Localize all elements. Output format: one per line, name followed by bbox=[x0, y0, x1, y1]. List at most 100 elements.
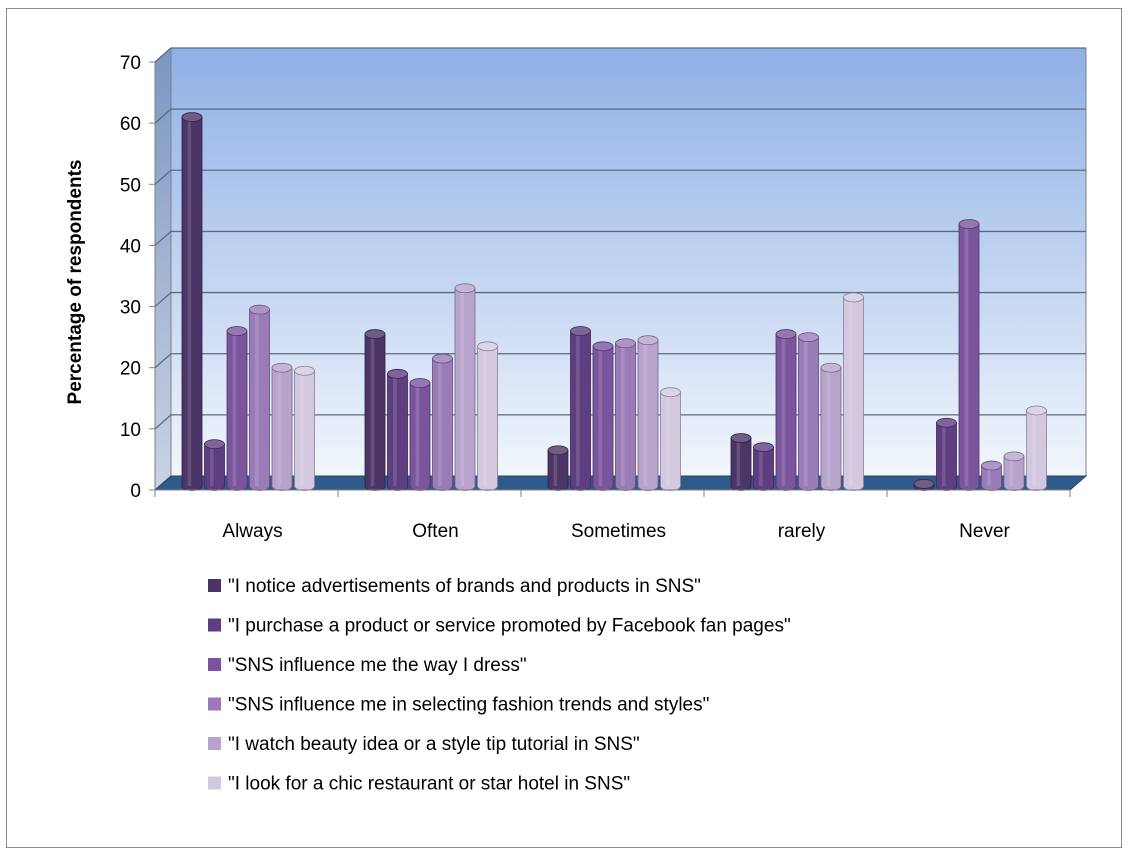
bar-body bbox=[294, 370, 315, 491]
bar-body bbox=[958, 223, 980, 491]
bar-cap bbox=[981, 460, 1002, 471]
bar bbox=[660, 387, 681, 491]
y-tick-label: 20 bbox=[120, 359, 141, 380]
legend-swatch bbox=[208, 737, 221, 750]
bar-cap bbox=[387, 368, 408, 379]
bar-highlight bbox=[1009, 458, 1014, 486]
gridline bbox=[154, 291, 1086, 308]
x-category-label: Always bbox=[222, 521, 282, 542]
bar bbox=[798, 332, 819, 491]
bar-highlight bbox=[964, 226, 969, 486]
bar-cap bbox=[753, 442, 774, 453]
bar-cap bbox=[637, 335, 659, 346]
bar bbox=[615, 338, 636, 491]
bar bbox=[477, 341, 498, 491]
y-tick-label: 50 bbox=[120, 175, 141, 196]
bar-cap bbox=[181, 112, 203, 122]
gridline bbox=[154, 108, 1086, 124]
bar-cap bbox=[936, 417, 957, 428]
bar-cap bbox=[958, 219, 980, 229]
bar-body bbox=[820, 367, 842, 491]
gridline bbox=[154, 230, 1086, 246]
bar-body bbox=[1003, 455, 1025, 491]
bar bbox=[775, 329, 797, 491]
bar-highlight bbox=[1032, 412, 1036, 486]
legend-swatch bbox=[208, 776, 221, 790]
bar-cap bbox=[843, 292, 864, 303]
bar bbox=[913, 478, 935, 491]
bar bbox=[204, 439, 225, 491]
bar-body bbox=[226, 330, 248, 491]
bar-body bbox=[432, 358, 453, 491]
bar-highlight bbox=[438, 360, 442, 486]
bar bbox=[730, 433, 752, 491]
bar-highlight bbox=[849, 299, 853, 486]
bar bbox=[820, 362, 842, 491]
legend-label: "I look for a chic restaurant or star ho… bbox=[228, 774, 630, 795]
bar bbox=[936, 417, 957, 491]
x-category-label: rarely bbox=[778, 521, 826, 542]
bar-cap bbox=[249, 304, 270, 315]
bar-highlight bbox=[300, 372, 304, 486]
bar-body bbox=[753, 446, 774, 491]
bar-cap bbox=[226, 326, 248, 336]
y-tick-label: 40 bbox=[120, 236, 141, 257]
bar-cap bbox=[409, 378, 431, 388]
bar-highlight bbox=[210, 446, 214, 486]
bar-cap bbox=[1026, 405, 1047, 416]
bar-highlight bbox=[804, 339, 808, 486]
bar bbox=[592, 341, 614, 491]
y-tick-label: 10 bbox=[120, 420, 141, 441]
bar bbox=[364, 329, 386, 491]
bar-body bbox=[547, 449, 569, 491]
legend-label: "SNS influence me in selecting fashion t… bbox=[228, 695, 709, 716]
y-tick-label: 30 bbox=[120, 298, 141, 319]
bar-highlight bbox=[553, 452, 558, 486]
legend-swatch bbox=[208, 618, 221, 632]
x-axis: Always Often Sometimes rarely Never bbox=[154, 489, 1071, 542]
side-wall bbox=[154, 46, 172, 492]
y-tick-label: 60 bbox=[120, 114, 141, 135]
bar-cap bbox=[477, 341, 498, 352]
legend-swatch bbox=[208, 579, 221, 592]
bar bbox=[547, 445, 569, 491]
x-category-label: Often bbox=[412, 521, 458, 542]
bar-highlight bbox=[826, 369, 831, 486]
bar-highlight bbox=[987, 467, 991, 486]
bar-highlight bbox=[759, 449, 763, 486]
bar-cap bbox=[615, 338, 636, 349]
bar bbox=[1026, 405, 1047, 491]
bar bbox=[271, 362, 293, 491]
y-axis-title: Percentage of respondents bbox=[65, 160, 86, 405]
bar-highlight bbox=[942, 424, 946, 486]
gridline bbox=[154, 47, 1086, 63]
bar-cap bbox=[271, 362, 293, 373]
gridline bbox=[154, 169, 1086, 185]
bar-body bbox=[271, 367, 293, 491]
bar-body bbox=[1026, 410, 1047, 491]
bar-cap bbox=[1003, 451, 1025, 462]
bar bbox=[981, 460, 1002, 491]
bar bbox=[958, 219, 980, 491]
y-axis: 0 10 20 30 40 50 60 70 bbox=[120, 53, 156, 502]
legend: "I notice advertisements of brands and p… bbox=[208, 576, 791, 795]
bar-cap bbox=[798, 332, 819, 343]
bar-cap bbox=[913, 478, 935, 489]
legend-swatch bbox=[208, 697, 221, 711]
bar-body bbox=[798, 336, 819, 491]
bar-highlight bbox=[643, 342, 648, 486]
bar-body bbox=[637, 339, 659, 491]
bar bbox=[432, 353, 453, 491]
bar-highlight bbox=[598, 348, 603, 486]
bar-body bbox=[936, 422, 957, 491]
bar-highlight bbox=[460, 290, 465, 486]
bar-body bbox=[730, 437, 752, 491]
bar-highlight bbox=[277, 369, 282, 486]
bar-cap bbox=[820, 362, 842, 373]
bar bbox=[294, 365, 315, 491]
bar-body bbox=[570, 330, 591, 491]
legend-label: "SNS influence me the way I dress" bbox=[228, 655, 527, 676]
bar-cap bbox=[364, 329, 386, 339]
bar-body bbox=[409, 382, 431, 491]
